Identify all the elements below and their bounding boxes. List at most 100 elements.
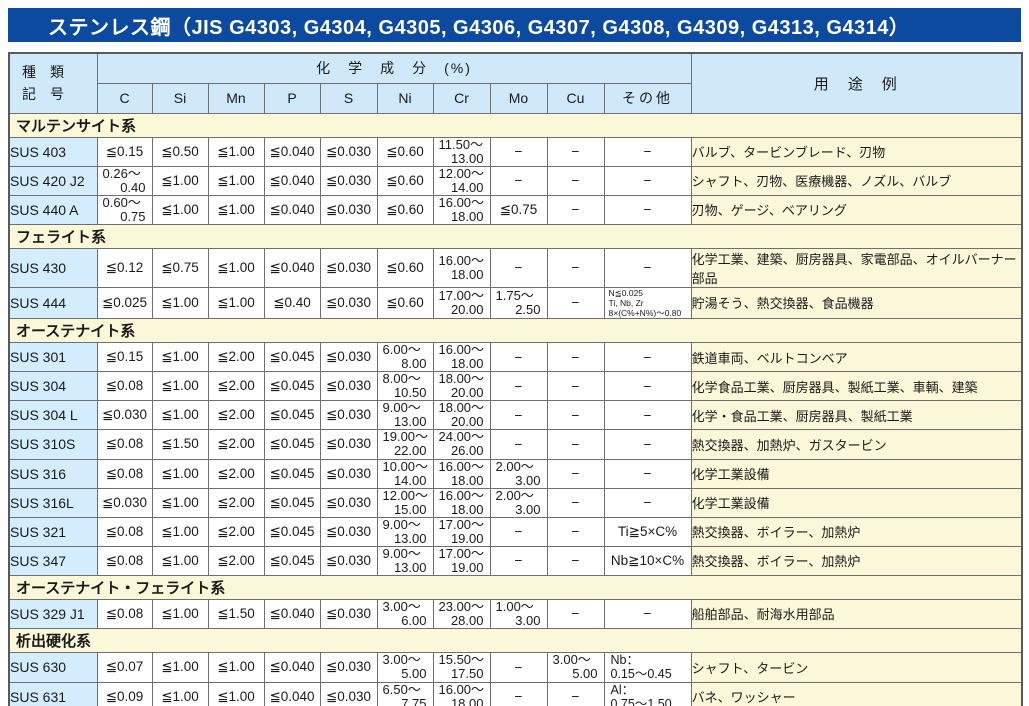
chem-value-cell: ≦1.00 <box>151 458 209 489</box>
chem-value-cell: ≦0.030 <box>319 286 378 320</box>
chem-value-cell: ≦2.00 <box>207 400 265 431</box>
chem-value-cell: ≦0.030 <box>319 516 378 547</box>
column-header-p: P <box>263 82 321 114</box>
chem-value-cell: ≦0.50 <box>151 136 209 167</box>
chem-value-cell: ≦0.40 <box>263 286 321 320</box>
grade-symbol: SUS 304 L <box>8 400 98 431</box>
kind-label-bottom: 記 号 <box>22 86 64 103</box>
table-row: SUS 310S ≦0.08 ≦1.50 ≦2.00 ≦0.045 ≦0.030 19.00… <box>8 429 1023 460</box>
chem-value-cell: − <box>546 458 605 489</box>
usage-examples: 熱交換器、ボイラー、加熱炉 <box>690 545 1023 576</box>
chem-value-cell: ≦0.15 <box>96 136 153 167</box>
chem-range-cell: 6.00～ 8.00 <box>376 342 434 373</box>
chem-range-cell: 6.50～ 7.75 <box>376 681 434 706</box>
column-header-chemical-composition: 化 学 成 分 (%) <box>96 52 692 84</box>
chem-value-cell: ≦2.00 <box>207 342 265 373</box>
chem-value-cell: ≦1.00 <box>151 516 209 547</box>
chem-value-cell: − <box>546 136 605 167</box>
chem-value-cell: − <box>489 247 548 288</box>
chem-value-cell: ≦0.030 <box>319 651 378 683</box>
chem-range-cell: 2.00～ 3.00 <box>489 487 548 518</box>
usage-examples: 刃物、ゲージ、ベアリング <box>690 194 1023 225</box>
chem-value-cell: ≦0.030 <box>319 400 378 431</box>
chem-value-cell: ≦2.00 <box>207 371 265 402</box>
chem-range-cell: 16.00～ 18.00 <box>432 194 491 225</box>
table-row: SUS 444 ≦0.025 ≦1.00 ≦1.00 ≦0.40 ≦0.030 ≦0.60 1… <box>8 286 1023 320</box>
section-header: オーステナイト系 <box>8 318 1023 344</box>
table-row: SUS 329 J1 ≦0.08 ≦1.00 ≦1.50 ≦0.040 ≦0.030 3.0… <box>8 598 1023 629</box>
chem-value-cell: − <box>489 681 548 706</box>
chem-value-cell: ≦0.045 <box>263 458 321 489</box>
chem-range-cell: 1.75～ 2.50 <box>489 286 548 320</box>
chem-value-cell: ≦0.045 <box>263 545 321 576</box>
grade-symbol: SUS 630 <box>8 651 98 683</box>
chem-addition-cell: Al： 0.75～1.50 <box>603 681 692 706</box>
column-header-usage: 用 途 例 <box>690 52 1023 114</box>
chem-value-cell: ≦0.60 <box>376 165 434 196</box>
chem-range-cell: 18.00～ 20.00 <box>432 400 491 431</box>
grade-symbol: SUS 430 <box>8 247 98 288</box>
chem-value-cell: − <box>489 651 548 683</box>
chem-value-cell: ≦0.60 <box>376 194 434 225</box>
table-row: SUS 304 L ≦0.030 ≦1.00 ≦2.00 ≦0.045 ≦0.030 9.0… <box>8 400 1023 431</box>
chem-range-cell: 15.50～ 17.50 <box>432 651 491 683</box>
chem-value-cell: ≦0.030 <box>96 487 153 518</box>
usage-examples: 鉄道車両、ベルトコンベア <box>690 342 1023 373</box>
chem-value-cell: ≦0.040 <box>263 165 321 196</box>
chem-value-cell: ≦0.030 <box>319 681 378 706</box>
chem-value-cell: − <box>546 598 605 629</box>
chem-value-cell: − <box>546 516 605 547</box>
table-row: SUS 304 ≦0.08 ≦1.00 ≦2.00 ≦0.045 ≦0.030 8.00～ 1… <box>8 371 1023 402</box>
chem-value-cell: ≦2.00 <box>207 545 265 576</box>
chem-value-cell: ≦1.00 <box>207 286 265 320</box>
column-header-s: S <box>319 82 378 114</box>
chem-value-cell: ≦0.040 <box>263 247 321 288</box>
chem-value-cell: ≦1.00 <box>151 371 209 402</box>
page-title-bar: ステンレス鋼（JIS G4303, G4304, G4305, G4306, G… <box>8 8 1021 42</box>
grade-symbol: SUS 347 <box>8 545 98 576</box>
grade-symbol: SUS 321 <box>8 516 98 547</box>
chem-range-cell: 23.00～ 28.00 <box>432 598 491 629</box>
column-header-other: その他 <box>603 82 692 114</box>
chem-value-cell: ≦0.045 <box>263 429 321 460</box>
chem-value-cell: ≦0.040 <box>263 681 321 706</box>
chem-range-cell: 8.00～ 10.50 <box>376 371 434 402</box>
chem-value-cell: ≦0.030 <box>319 429 378 460</box>
column-header-cu: Cu <box>546 82 605 114</box>
chem-value-cell: ≦0.045 <box>263 516 321 547</box>
usage-examples: 熱交換器、加熱炉、ガスタービン <box>690 429 1023 460</box>
chem-value-cell: ≦0.07 <box>96 651 153 683</box>
section-header: マルテンサイト系 <box>8 112 1023 138</box>
grade-symbol: SUS 440 A <box>8 194 98 225</box>
chem-value-cell: ≦0.60 <box>376 247 434 288</box>
stainless-steel-spec-table: 種 類 記 号 化 学 成 分 (%) 用 途 例 C Si Mn P S Ni… <box>8 52 1024 706</box>
chem-value-cell: ≦1.00 <box>151 681 209 706</box>
chem-range-cell: 16.00～ 18.00 <box>432 487 491 518</box>
grade-symbol: SUS 329 J1 <box>8 598 98 629</box>
chem-value-cell: − <box>546 487 605 518</box>
column-header-mn: Mn <box>207 82 265 114</box>
chem-value-cell: − <box>489 342 548 373</box>
chem-range-cell: 18.00～ 20.00 <box>432 371 491 402</box>
chem-value-cell: ≦1.00 <box>207 136 265 167</box>
chem-value-cell: ≦1.00 <box>151 598 209 629</box>
table-row: SUS 631 ≦0.09 ≦1.00 ≦1.00 ≦0.040 ≦0.030 6.50～ 7… <box>8 681 1023 706</box>
chem-range-cell: 24.00～ 26.00 <box>432 429 491 460</box>
grade-symbol: SUS 316L <box>8 487 98 518</box>
chem-value-cell: ≦0.08 <box>96 545 153 576</box>
chem-value-cell: ≦0.75 <box>151 247 209 288</box>
chem-value-cell: − <box>603 598 692 629</box>
table-row: SUS 347 ≦0.08 ≦1.00 ≦2.00 ≦0.045 ≦0.030 9.00～ 1… <box>8 545 1023 576</box>
usage-examples: 化学工業設備 <box>690 487 1023 518</box>
chem-range-cell: 9.00～ 13.00 <box>376 400 434 431</box>
chem-value-cell: ≦0.60 <box>376 136 434 167</box>
chem-value-cell: − <box>546 429 605 460</box>
chem-value-cell: ≦0.030 <box>319 598 378 629</box>
chem-range-cell: 2.00～ 3.00 <box>489 458 548 489</box>
chem-value-cell: − <box>489 516 548 547</box>
usage-examples: 化学食品工業、厨房器具、製紙工業、車輌、建築 <box>690 371 1023 402</box>
table-row: SUS 430 ≦0.12 ≦0.75 ≦1.00 ≦0.040 ≦0.030 ≦0.60 1… <box>8 247 1023 288</box>
column-header-ni: Ni <box>376 82 434 114</box>
chem-value-cell: − <box>489 165 548 196</box>
